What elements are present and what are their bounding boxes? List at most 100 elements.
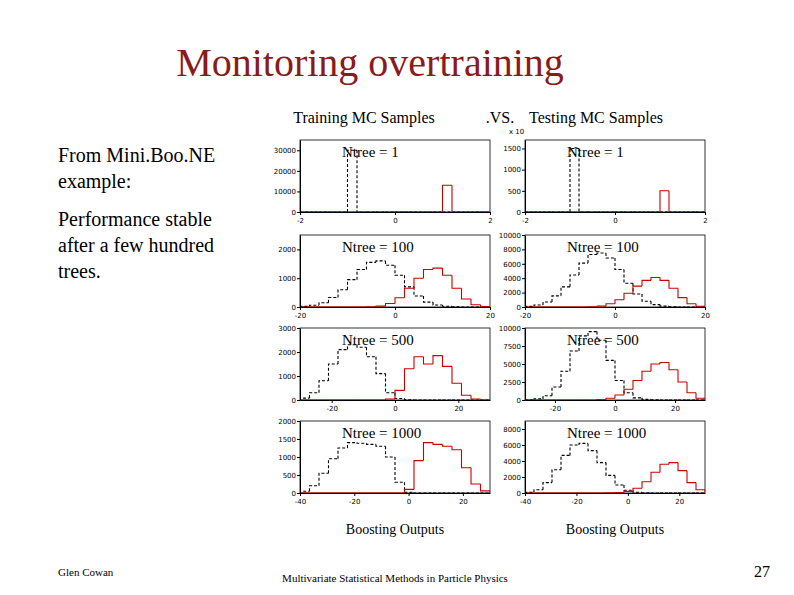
page-number: 27 xyxy=(754,563,770,580)
tick-label: -40 xyxy=(295,498,306,506)
histogram-bin xyxy=(642,280,651,286)
histogram-bin xyxy=(310,486,320,491)
histogram-series xyxy=(525,443,705,493)
tick-mark xyxy=(297,212,300,213)
axis-line xyxy=(525,141,526,213)
histogram-bin xyxy=(357,306,367,307)
tick: 2 xyxy=(703,212,707,225)
tick-label: 10000 xyxy=(499,232,521,240)
tick: -20 xyxy=(571,493,582,506)
tick-mark xyxy=(297,171,300,172)
histogram-bin xyxy=(525,211,534,212)
y-axis: 0100020003000 xyxy=(278,325,300,405)
tick: 0 xyxy=(517,209,525,217)
tick-mark xyxy=(297,439,300,440)
tick-label: -20 xyxy=(571,498,582,506)
tick-mark xyxy=(409,493,410,496)
tick-mark xyxy=(522,445,525,446)
histogram-bin xyxy=(424,270,434,279)
y-axis: 0500100015002000 xyxy=(278,418,300,498)
tick: 30000 xyxy=(274,147,300,155)
histogram-bin xyxy=(376,261,386,262)
histogram-bin xyxy=(329,211,339,212)
tick-mark xyxy=(522,493,525,494)
histogram-bin xyxy=(348,399,358,400)
tick: 2500 xyxy=(503,379,525,387)
tick-label: 3000 xyxy=(278,325,296,333)
histogram-bin xyxy=(405,489,415,493)
histogram-bin xyxy=(696,211,705,212)
histogram-bin xyxy=(414,278,424,288)
tick-mark xyxy=(522,264,525,265)
axis-line xyxy=(525,422,526,494)
plot-frame xyxy=(525,235,705,307)
histogram-bin xyxy=(310,211,320,212)
body-text: example: xyxy=(58,170,131,193)
histogram-bin xyxy=(552,399,561,400)
histogram-bin xyxy=(443,211,453,212)
tick-label: 0 xyxy=(393,312,397,320)
tick: 1500 xyxy=(503,145,525,153)
histogram-bin xyxy=(669,363,678,370)
histogram-bin xyxy=(386,398,396,400)
tick: 6000 xyxy=(503,261,525,269)
histogram-bin xyxy=(687,211,696,212)
tick: 0 xyxy=(613,212,617,225)
histogram-bin xyxy=(633,286,642,293)
tick-mark xyxy=(705,307,706,310)
histogram-bin xyxy=(570,211,579,212)
histogram-bin xyxy=(615,395,624,398)
slide-title: Monitoring overtraining xyxy=(176,40,564,85)
histogram-bin xyxy=(660,211,669,212)
histogram-bin xyxy=(367,211,377,212)
histogram-bin xyxy=(338,211,348,212)
histogram-bin xyxy=(615,300,624,304)
tick-mark xyxy=(522,170,525,171)
tick: 6000 xyxy=(503,442,525,450)
panel-title: Ntree = 100 xyxy=(567,239,639,255)
histogram-bin xyxy=(376,306,386,307)
histogram-bin xyxy=(462,211,472,212)
histogram-bin xyxy=(588,254,597,263)
tick-label: 0 xyxy=(292,209,296,217)
axis-line xyxy=(301,493,491,494)
histogram-marks xyxy=(525,332,705,400)
histogram-bin xyxy=(319,473,329,486)
histogram-bin xyxy=(386,261,396,265)
tick: 0 xyxy=(393,307,397,320)
histogram-bin xyxy=(329,399,339,400)
tick: 1000 xyxy=(278,373,300,381)
tick-label: 0 xyxy=(613,312,617,320)
tick-mark xyxy=(297,278,300,279)
histogram-bin xyxy=(525,492,534,493)
tick-label: 8000 xyxy=(503,426,521,434)
tick-mark xyxy=(576,493,577,496)
tick-mark xyxy=(522,328,525,329)
histogram-bin xyxy=(443,268,453,275)
histogram-bin xyxy=(660,305,669,307)
histogram-bin xyxy=(642,492,651,493)
tick-mark xyxy=(522,382,525,383)
histogram-bin xyxy=(452,306,462,307)
histogram-bin xyxy=(534,211,543,212)
histogram-bin xyxy=(462,211,472,212)
histogram-marks xyxy=(525,443,705,493)
histogram-bin xyxy=(376,492,386,493)
histogram-marks xyxy=(300,443,490,493)
tick-mark xyxy=(615,212,616,215)
histogram-bin xyxy=(543,396,552,399)
tick-mark xyxy=(297,328,300,329)
histogram-bin xyxy=(579,492,588,493)
histogram-bin xyxy=(319,492,329,493)
tick-label: 20 xyxy=(459,498,468,506)
plot-frame xyxy=(525,140,705,212)
histogram-bin xyxy=(597,451,606,463)
histogram-bin xyxy=(462,399,472,400)
histogram-bin xyxy=(615,211,624,212)
histogram-bin xyxy=(338,399,348,400)
histogram-bin xyxy=(624,491,633,492)
histogram-bin xyxy=(651,211,660,212)
histogram-bin xyxy=(443,185,453,212)
x-axis: -20020 xyxy=(295,307,495,320)
tick-label: 0 xyxy=(292,490,296,498)
